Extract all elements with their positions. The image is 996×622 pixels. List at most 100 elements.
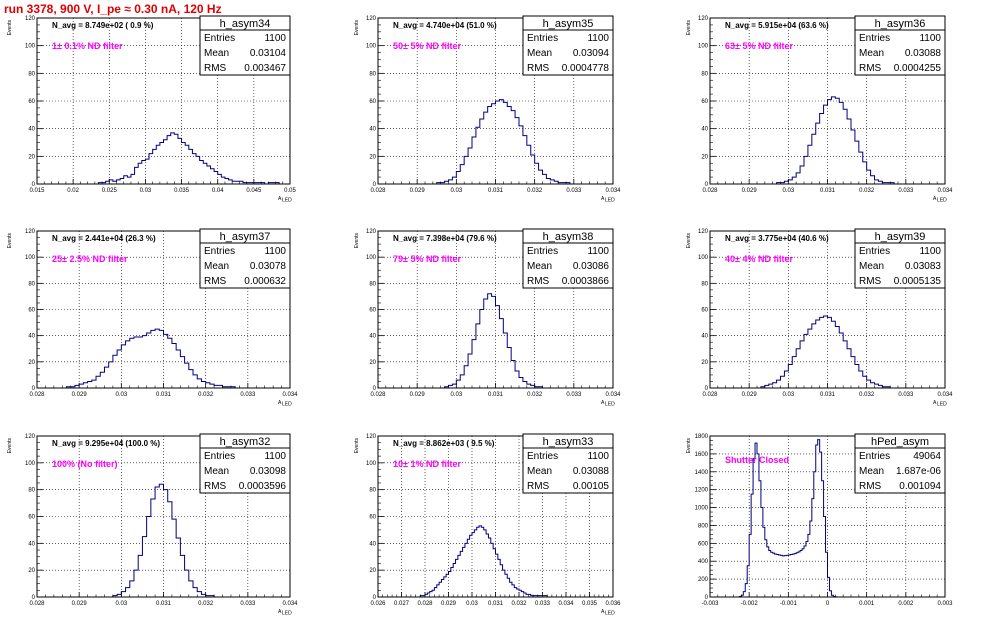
stats-value: 1100 — [919, 246, 941, 257]
filter-annotation: 50± 5% ND filter — [393, 41, 461, 51]
x-tick-label: 0.029 — [72, 601, 88, 607]
navg-annotation: N_avg = 2.441e+04 (26.3 %) — [52, 234, 156, 243]
y-axis-label: Events — [354, 20, 360, 36]
stats-value: 0.00105 — [573, 481, 610, 492]
y-tick-label: 1000 — [695, 506, 709, 512]
x-tick-label: 0.032 — [511, 601, 527, 607]
y-tick-label: 120 — [698, 16, 709, 22]
x-tick-label: 0.026 — [370, 601, 386, 607]
y-tick-label: 20 — [369, 568, 376, 574]
histogram-name: h_asym33 — [543, 436, 594, 448]
y-tick-label: 60 — [28, 99, 35, 105]
y-tick-label: 40 — [28, 334, 35, 340]
x-axis-label-subscript: LED — [282, 198, 292, 204]
histogram-name: h_asym37 — [220, 231, 271, 243]
filter-annotation: 100% (No filter) — [52, 459, 118, 469]
y-tick-label: 100 — [366, 44, 377, 50]
stats-value: 0.03088 — [905, 48, 942, 59]
y-tick-label: 0 — [32, 595, 36, 601]
stats-label: RMS — [859, 63, 882, 74]
x-tick-label: 0.033 — [566, 392, 582, 398]
x-tick-label: 0.031 — [488, 392, 504, 398]
y-tick-label: 60 — [28, 308, 35, 314]
stats-value: 1100 — [264, 451, 286, 462]
stats-label: RMS — [527, 276, 550, 287]
stats-value: 1100 — [587, 246, 609, 257]
x-axis-label-subscript: LED — [282, 611, 292, 617]
histogram-panel-h_asym38: 0.028 0.029 0.03 0.031 0.032 0.033 0.034 0 20 40 6… — [354, 228, 621, 408]
y-tick-label: 100 — [25, 461, 36, 467]
stats-label: Mean — [859, 261, 884, 272]
y-tick-label: 20 — [369, 360, 376, 366]
filter-annotation: 1± 0.1% ND filter — [52, 41, 123, 51]
y-tick-label: 80 — [369, 488, 376, 494]
navg-annotation: N_avg = 5.915e+04 (63.6 %) — [725, 21, 829, 30]
x-tick-label: 0.033 — [566, 188, 582, 194]
stats-box — [854, 15, 946, 76]
x-tick-label: 0.03 — [450, 392, 462, 398]
y-tick-label: 60 — [369, 308, 376, 314]
y-tick-label: 80 — [28, 281, 35, 287]
stats-value: 1.687e-06 — [896, 466, 941, 477]
stats-label: RMS — [204, 276, 227, 287]
x-tick-label: 0.034 — [937, 392, 953, 398]
x-tick-label: 0.033 — [898, 392, 914, 398]
x-axis-label-subscript: LED — [605, 611, 615, 617]
y-tick-label: 100 — [698, 255, 709, 261]
stats-value: 1100 — [587, 451, 609, 462]
histogram-bars — [776, 96, 895, 184]
x-tick-label: 0.031 — [488, 188, 504, 194]
stats-box — [522, 15, 614, 76]
x-tick-label: 0.029 — [410, 392, 426, 398]
y-tick-label: 20 — [28, 360, 35, 366]
stats-label: Entries — [204, 246, 235, 257]
y-tick-label: 20 — [369, 154, 376, 160]
x-tick-label: 0.02 — [67, 188, 79, 194]
stats-label: Entries — [527, 246, 558, 257]
x-tick-label: -0.003 — [701, 601, 719, 607]
navg-annotation: N_avg = 8.749e+02 ( 0.9 %) — [52, 21, 154, 30]
stats-label: Entries — [527, 451, 558, 462]
filter-annotation: 25± 2.5% ND filter — [52, 254, 128, 264]
x-tick-label: 0.028 — [417, 601, 433, 607]
y-tick-label: 80 — [28, 488, 35, 494]
histogram-bars — [738, 439, 838, 598]
y-axis-label: Events — [7, 233, 13, 249]
y-tick-label: 120 — [366, 16, 377, 22]
x-tick-label: 0.033 — [535, 601, 551, 607]
stats-label: Entries — [204, 33, 235, 44]
x-tick-label: 0.031 — [156, 601, 172, 607]
x-tick-label: 0.045 — [246, 188, 262, 194]
y-tick-label: 80 — [701, 71, 708, 77]
x-tick-label: 0.032 — [198, 392, 214, 398]
y-tick-label: 0 — [32, 182, 36, 188]
y-tick-label: 60 — [701, 99, 708, 105]
navg-annotation: N_avg = 7.398e+04 (79.6 %) — [393, 234, 497, 243]
histogram-bars — [112, 483, 215, 597]
x-tick-label: 0.031 — [820, 392, 836, 398]
stats-value: 0.03088 — [573, 466, 610, 477]
y-tick-label: 20 — [28, 568, 35, 574]
histogram-name: h_asym39 — [875, 231, 926, 243]
y-tick-label: 60 — [701, 308, 708, 314]
x-axis-label-subscript: LED — [937, 198, 947, 204]
y-tick-label: 100 — [366, 461, 377, 467]
navg-annotation: N_avg = 9.295e+04 (100.0 %) — [52, 439, 160, 448]
y-tick-label: 60 — [369, 99, 376, 105]
stats-value: 0.03104 — [250, 48, 287, 59]
stats-value: 0.03086 — [573, 261, 610, 272]
histogram-panel-hPed_asym: -0.003 -0.002 -0.001 0 0.001 0.002 0.003 0 200 40… — [686, 433, 953, 607]
filter-annotation: 40± 4% ND filter — [725, 254, 793, 264]
x-tick-label: 0.05 — [284, 188, 296, 194]
y-tick-label: 120 — [698, 229, 709, 235]
x-tick-label: 0.027 — [394, 601, 410, 607]
x-tick-label: 0.03 — [782, 188, 794, 194]
stats-label: Entries — [859, 451, 890, 462]
stats-label: RMS — [204, 63, 227, 74]
y-tick-label: 80 — [701, 281, 708, 287]
x-axis-label: A — [278, 196, 282, 202]
stats-label: RMS — [527, 63, 550, 74]
x-tick-label: -0.001 — [780, 601, 798, 607]
x-tick-label: 0.034 — [282, 601, 298, 607]
